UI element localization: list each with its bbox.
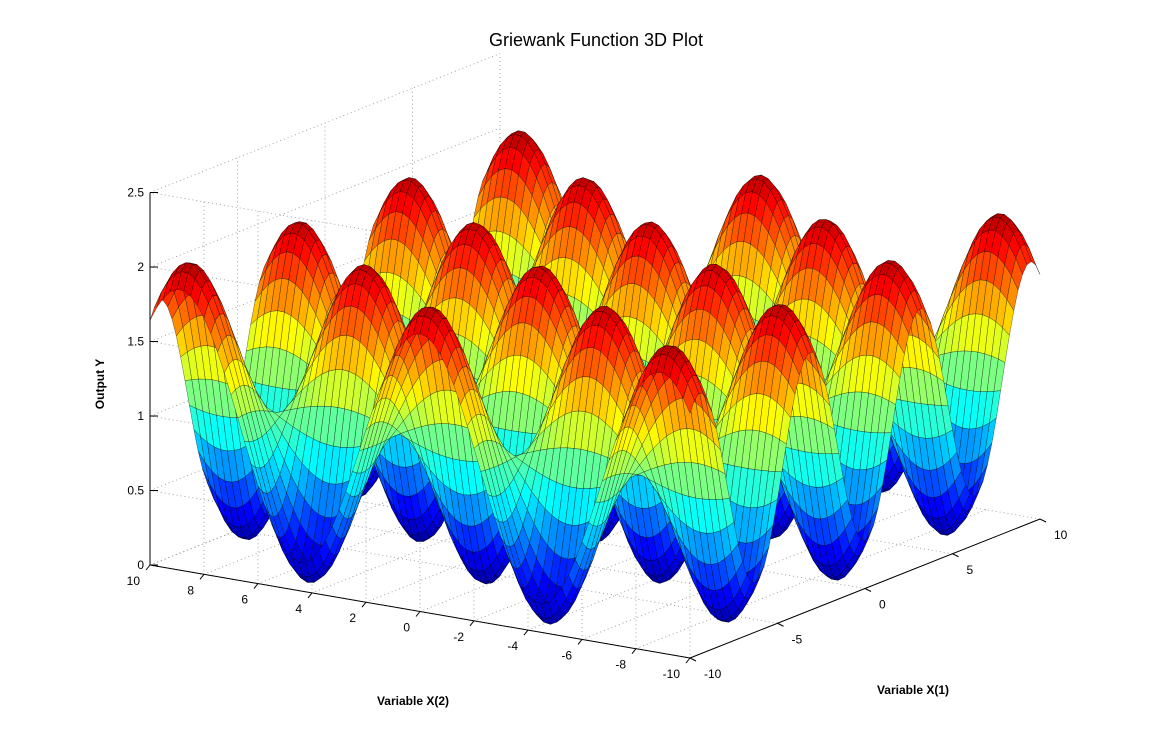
grid-line — [324, 123, 866, 589]
grid-line — [237, 157, 778, 624]
surface-patch — [149, 292, 162, 321]
chart-title: Griewank Function 3D Plot — [489, 30, 703, 50]
surface-mesh — [149, 130, 1041, 625]
